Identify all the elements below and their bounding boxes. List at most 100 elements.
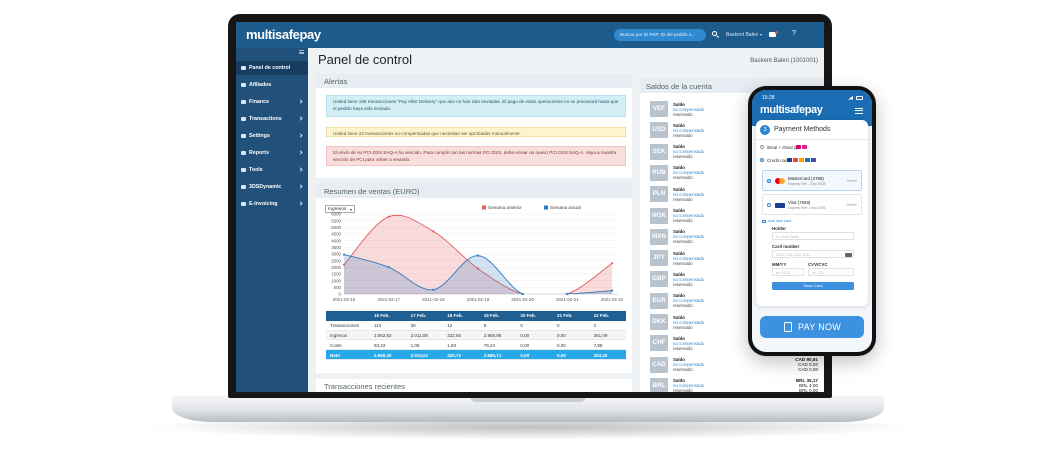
alert-text: El envío de su PCI-DSS SAQ-A ha vencido.…	[333, 150, 617, 162]
table-cell: 0,00	[557, 352, 566, 358]
nav-icon	[241, 185, 246, 189]
table-cell: 0	[557, 323, 560, 329]
payment-logo	[805, 157, 810, 162]
nav-item[interactable]: 3DSDynamic	[236, 180, 308, 194]
search-icon[interactable]	[712, 31, 717, 36]
nav-label: Finance	[249, 99, 270, 105]
alert: United tiene 22 transacciones no-compens…	[326, 127, 626, 137]
save-card-button[interactable]: Save Card	[772, 282, 854, 290]
y-tick-label: 1000	[331, 278, 341, 283]
balance-amount: BRL 0,00	[799, 388, 818, 392]
x-tick-label: 2021-02-16	[333, 297, 356, 302]
nav-item[interactable]: Reports	[236, 146, 308, 160]
radio[interactable]	[760, 158, 764, 162]
nav-icon	[241, 83, 246, 87]
pay-now-button[interactable]: PAY NOW	[760, 316, 864, 338]
input[interactable]: 1234 1234 1234 1234	[772, 250, 854, 258]
y-tick-label: 0	[339, 292, 342, 297]
nav-label: 3DSDynamic	[249, 184, 282, 190]
nav-item[interactable]: Settings	[236, 129, 308, 143]
nav-item[interactable]: Tools	[236, 163, 308, 177]
saved-card[interactable]: Visa (7848) Expires Feb - Exp 2026 Delete	[762, 194, 862, 215]
nav-chevron	[298, 201, 303, 206]
balance-label: reservado	[673, 196, 693, 202]
alert: El envío de su PCI-DSS SAQ-A ha vencido.…	[326, 146, 626, 166]
radio[interactable]	[760, 145, 764, 149]
select-caret	[350, 208, 352, 211]
radio[interactable]	[767, 179, 771, 183]
currency-badge: USD	[650, 122, 668, 139]
input[interactable]: ex. 123	[808, 268, 854, 276]
balance-row: BRL Saldo no compensado reservado BRL 35,17 B…	[640, 377, 824, 392]
card-name: Visa (7848)	[788, 200, 811, 205]
nav-label: Settings	[249, 133, 270, 139]
currency-badge: GBP	[650, 271, 668, 288]
table-cell: 0	[520, 323, 523, 329]
currency-badge: CHF	[650, 335, 668, 352]
table-cell: Coste	[330, 342, 342, 348]
input[interactable]: ex. John Smith	[772, 232, 854, 240]
x-tick-label: 2021-02-19	[467, 297, 490, 302]
data-point	[521, 292, 524, 296]
balance-label: no compensado	[673, 319, 705, 325]
alert-text: United tiene 22 transacciones no-compens…	[333, 130, 521, 136]
hamburger-bar	[855, 108, 863, 109]
balance-label: Saldo	[673, 101, 685, 107]
balance-label: no compensado	[673, 362, 705, 368]
balance-label: no compensado	[673, 383, 705, 389]
card-detail: Expires Feb - Exp 2028	[788, 182, 826, 186]
balance-row: NOK Saldo no compensado reservado	[640, 207, 824, 227]
y-tick-label: 3000	[331, 252, 341, 257]
nav-chevron	[298, 99, 303, 104]
balance-row: PLN Saldo no compensado reservado	[640, 185, 824, 205]
menu-toggle-bar	[299, 50, 304, 51]
balance-label: no compensado	[673, 298, 705, 304]
balance-label: Saldo	[673, 357, 685, 363]
nav-icon	[241, 117, 246, 121]
y-tick-label: 500	[334, 285, 342, 290]
mail-icon[interactable]	[769, 32, 776, 37]
sidebar: Panel de control Afiliados Finance Transact…	[236, 48, 308, 392]
nav-item[interactable]: Afiliados	[236, 78, 308, 92]
currency-badge: VEF	[650, 101, 668, 117]
help-link[interactable]: ?	[792, 30, 796, 37]
nav-item[interactable]: Transactions	[236, 112, 308, 126]
add-card-link[interactable]: Add new card	[768, 219, 792, 223]
currency-badge: EUR	[650, 292, 668, 309]
nav-item[interactable]: Panel de control	[236, 61, 308, 75]
saved-card[interactable]: Mastercard (4798) Expires Feb - Exp 2028 D…	[762, 170, 862, 191]
table-cell: 2.880,71	[483, 352, 502, 358]
balance-amount: CAD 0,00	[798, 367, 818, 373]
nav-item[interactable]: Finance	[236, 95, 308, 109]
balance-label: Saldo	[673, 378, 685, 384]
balance-label: Saldo	[673, 271, 685, 277]
balance-row: DKK Saldo no compensado reservado	[640, 313, 824, 333]
balance-label: Saldo	[673, 314, 685, 320]
column-header: 17 Feb.	[410, 313, 427, 319]
metric-select[interactable]: Ingresos	[325, 205, 355, 213]
currency-badge: MXN	[650, 228, 668, 245]
nav-icon	[241, 134, 246, 138]
y-tick-label: 1500	[331, 272, 341, 277]
user-menu[interactable]: Baskent Balen	[726, 32, 759, 38]
y-tick-label: 5000	[331, 225, 341, 230]
table-cell: 320,72	[447, 352, 461, 358]
field-label: CVV/CVC	[808, 262, 828, 267]
legend-label: Semana actual	[550, 205, 581, 210]
option-label: Credit card	[767, 157, 790, 163]
search-box[interactable]: Buscar por ID PSP, ID del pedido o...	[614, 29, 706, 41]
balance-row: GBP Saldo no compensado reservado	[640, 270, 824, 290]
input[interactable]: ex. 01/24	[772, 268, 804, 276]
payment-logo	[793, 157, 798, 162]
balance-row: CHF Saldo no compensado reservado	[640, 334, 824, 354]
data-point	[432, 288, 435, 291]
payment-logo	[787, 157, 792, 162]
table-cell: 79,24	[483, 342, 496, 348]
card-delete[interactable]: Delete	[846, 179, 857, 183]
balance-row: RUB Saldo no compensado reservado	[640, 164, 824, 184]
column-header: 22 Feb.	[593, 313, 610, 319]
alert: United tiene 199 transacciones "Pay Afte…	[326, 95, 626, 117]
radio[interactable]	[767, 203, 771, 207]
nav-item[interactable]: E-Invoicing	[236, 197, 308, 211]
card-delete[interactable]: Delete	[846, 203, 857, 207]
